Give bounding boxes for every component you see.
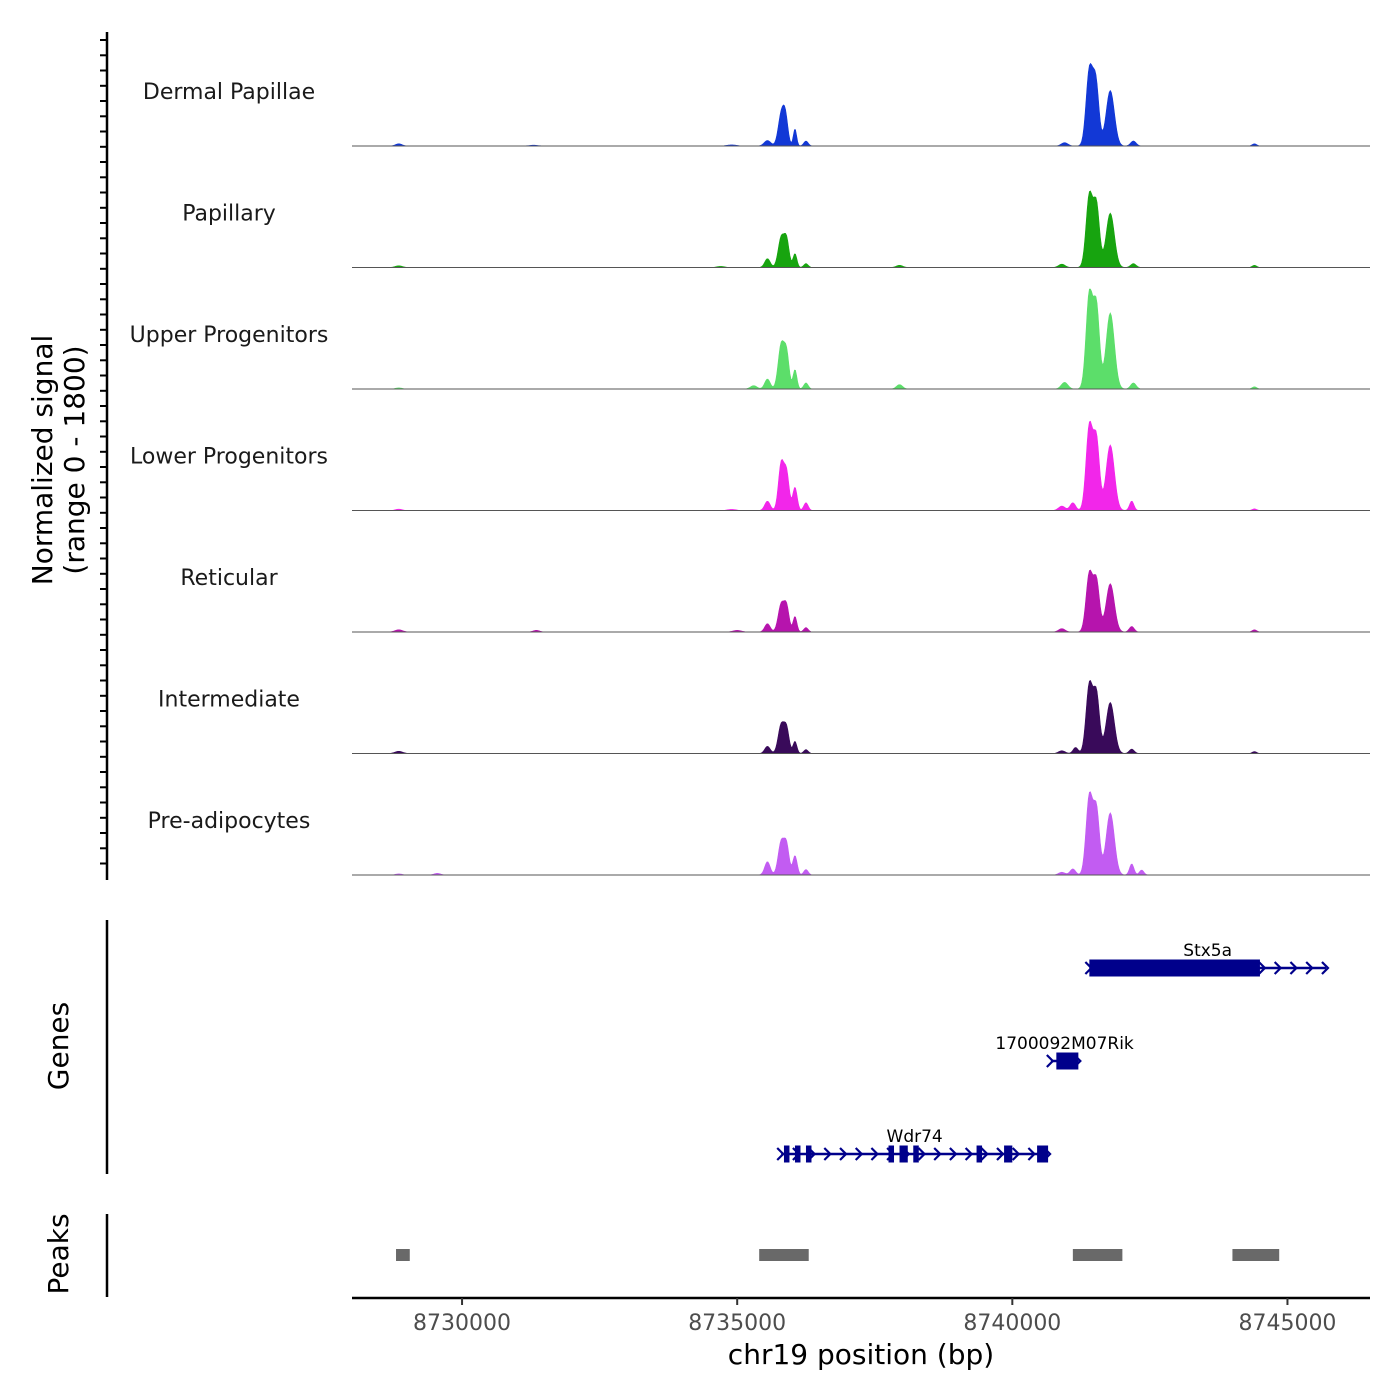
- genes-axis-title: Genes: [42, 1002, 75, 1090]
- y-axis-titles: Normalized signal (range 0 - 1800) Genes…: [26, 335, 91, 1295]
- strand-arrow: [949, 1147, 958, 1161]
- strand-arrow: [980, 1147, 989, 1161]
- coverage-track: Dermal Papillae: [143, 62, 1370, 147]
- track-label: Upper Progenitors: [130, 323, 329, 348]
- coverage-track: Upper Progenitors: [130, 288, 1370, 390]
- strand-arrow: [917, 1147, 927, 1161]
- strand-arrow: [964, 1147, 974, 1161]
- strand-arrow: [823, 1147, 832, 1161]
- track-label: Pre-adipocytes: [148, 809, 311, 834]
- coverage-area: [352, 190, 1370, 268]
- gene-exon: [794, 1145, 801, 1163]
- gene-exon: [1089, 959, 1260, 977]
- gene-exon: [913, 1145, 919, 1163]
- coverage-track: Reticular: [180, 566, 1370, 633]
- gene-model: 1700092M07Rik: [995, 1034, 1134, 1070]
- gene-label: Wdr74: [887, 1127, 943, 1147]
- coverage-y-axis: [100, 32, 109, 880]
- coverage-area: [352, 569, 1370, 633]
- strand-arrow: [996, 1147, 1005, 1161]
- peak-region: [1072, 1249, 1123, 1261]
- strand-arrow: [1011, 1147, 1021, 1161]
- track-label: Dermal Papillae: [143, 80, 315, 105]
- coverage-area: [352, 62, 1370, 147]
- track-label: Lower Progenitors: [130, 445, 328, 470]
- coverage-area: [352, 288, 1370, 390]
- strand-arrow: [1046, 1054, 1055, 1068]
- strand-arrow: [1273, 961, 1283, 975]
- gene-exon: [899, 1145, 908, 1163]
- coverage-track: Pre-adipocytes: [148, 791, 1370, 876]
- gene-exon: [1037, 1145, 1049, 1163]
- y-axis-title-line2: (range 0 - 1800): [58, 345, 91, 574]
- coverage-track: Intermediate: [158, 680, 1370, 754]
- y-axis-title-line1: Normalized signal: [26, 335, 59, 586]
- track-label: Intermediate: [158, 688, 300, 713]
- gene-exon: [783, 1145, 790, 1163]
- peak-region: [396, 1249, 410, 1261]
- coverage-track: Papillary: [182, 190, 1370, 268]
- x-tick-label: 8740000: [963, 1311, 1061, 1336]
- strand-arrow: [933, 1147, 942, 1161]
- gene-exon: [976, 1145, 983, 1163]
- gene-model: Stx5a: [1084, 941, 1330, 977]
- gene-track: Stx5a 1700092M07Rik Wdr74: [776, 941, 1330, 1163]
- peak-track: [396, 1249, 1280, 1261]
- strand-arrow: [854, 1147, 864, 1161]
- strand-arrow: [839, 1147, 848, 1161]
- track-label: Reticular: [180, 566, 278, 591]
- x-tick-label: 8735000: [688, 1311, 786, 1336]
- strand-arrow: [1258, 961, 1267, 975]
- coverage-area: [352, 680, 1370, 754]
- strand-arrow: [776, 1147, 785, 1161]
- peaks-axis-title: Peaks: [42, 1213, 75, 1294]
- x-axis: chr19 position (bp) 8730000 8735000 874000…: [352, 1296, 1370, 1371]
- gene-label: 1700092M07Rik: [995, 1034, 1134, 1054]
- x-tick-label: 8730000: [413, 1311, 511, 1336]
- strand-arrow: [1027, 1147, 1036, 1161]
- strand-arrow: [870, 1147, 879, 1161]
- strand-arrow: [1305, 961, 1314, 975]
- coverage-area: [352, 420, 1370, 511]
- coverage-area: [352, 791, 1370, 876]
- gene-exon: [1004, 1145, 1013, 1163]
- coverage-tracks: Dermal Papillae Papillary Upper Progenitor…: [130, 62, 1370, 876]
- gene-exon: [805, 1145, 812, 1163]
- strand-arrow: [1321, 961, 1330, 975]
- x-axis-title: chr19 position (bp): [728, 1338, 994, 1371]
- gene-exon: [888, 1145, 895, 1163]
- peak-region: [759, 1249, 809, 1261]
- gene-exon: [1056, 1052, 1079, 1070]
- peak-region: [1232, 1249, 1280, 1261]
- gene-model: Wdr74: [776, 1127, 1052, 1163]
- gene-label: Stx5a: [1183, 941, 1232, 961]
- track-label: Papillary: [182, 202, 276, 227]
- x-tick-label: 8745000: [1238, 1311, 1336, 1336]
- coverage-track: Lower Progenitors: [130, 420, 1370, 511]
- strand-arrow: [1289, 961, 1298, 975]
